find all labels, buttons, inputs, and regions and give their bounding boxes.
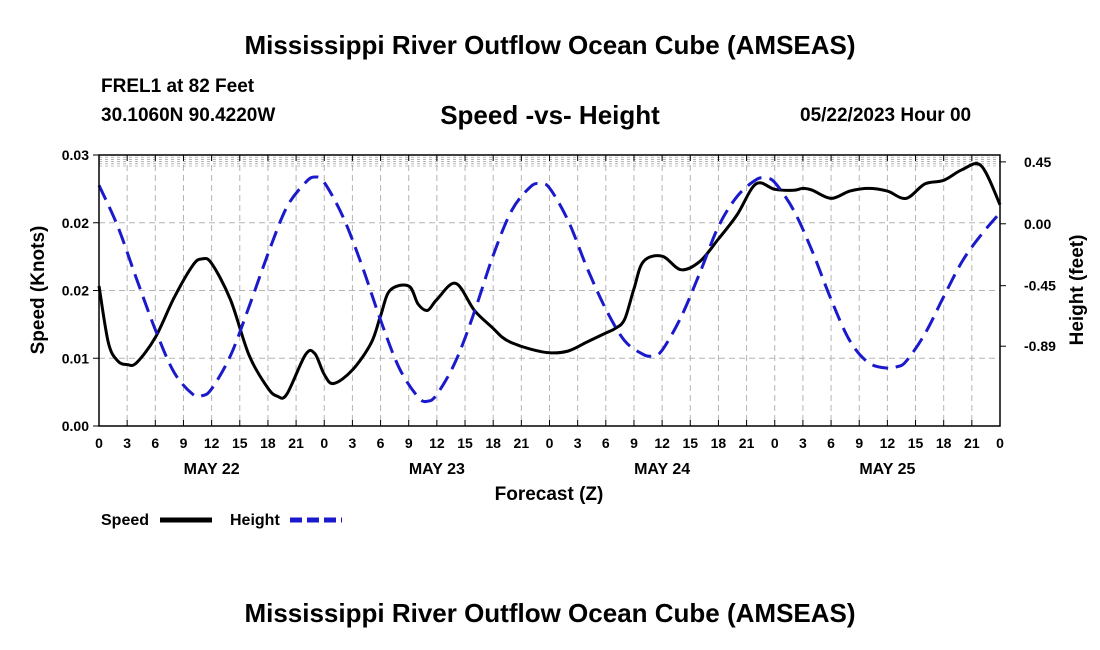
y-tick-label: 0.02 bbox=[62, 215, 89, 231]
x-tick-label: 6 bbox=[151, 435, 159, 451]
day-label: MAY 23 bbox=[409, 461, 465, 478]
x-tick-label: 21 bbox=[288, 435, 304, 451]
x-tick-label: 3 bbox=[123, 435, 131, 451]
y-tick-label: 0.01 bbox=[62, 350, 89, 366]
height-series-line bbox=[97, 175, 1002, 404]
y2-tick-label: -0.45 bbox=[1024, 278, 1056, 294]
x-tick-label: 21 bbox=[514, 435, 530, 451]
day-label: MAY 22 bbox=[184, 461, 240, 478]
x-tick-label: 18 bbox=[260, 435, 276, 451]
x-tick-label: 9 bbox=[405, 435, 413, 451]
x-tick-label: 18 bbox=[711, 435, 727, 451]
x-tick-label: 21 bbox=[964, 435, 980, 451]
x-tick-label: 18 bbox=[485, 435, 501, 451]
x-tick-label: 15 bbox=[682, 435, 698, 451]
x-tick-label: 12 bbox=[429, 435, 445, 451]
x-tick-label: 0 bbox=[95, 435, 103, 451]
legend-speed-label: Speed bbox=[101, 512, 149, 529]
x-tick-label: 15 bbox=[232, 435, 248, 451]
x-tick-label: 6 bbox=[602, 435, 610, 451]
footer-title: Mississippi River Outflow Ocean Cube (AM… bbox=[244, 598, 856, 628]
x-tick-label: 12 bbox=[204, 435, 220, 451]
y2-tick-label: -0.89 bbox=[1024, 338, 1056, 354]
y-tick-label: 0.00 bbox=[62, 418, 89, 434]
x-tick-label: 12 bbox=[654, 435, 670, 451]
station-name: FREL1 at 82 Feet bbox=[101, 76, 255, 97]
x-tick-label: 3 bbox=[799, 435, 807, 451]
x-tick-label: 0 bbox=[771, 435, 779, 451]
day-label: MAY 25 bbox=[859, 461, 915, 478]
legend: Speed Height bbox=[101, 512, 342, 529]
chart-subtitle: Speed -vs- Height bbox=[440, 100, 660, 130]
x-tick-label: 6 bbox=[377, 435, 385, 451]
y-axis-label: Speed (Knots) bbox=[28, 226, 49, 355]
y-tick-label: 0.03 bbox=[62, 147, 89, 163]
station-coords: 30.1060N 90.4220W bbox=[101, 105, 276, 126]
x-tick-label: 0 bbox=[546, 435, 554, 451]
forecast-date: 05/22/2023 Hour 00 bbox=[800, 105, 972, 126]
y2-axis-label: Height (feet) bbox=[1067, 235, 1088, 346]
speed-series-line bbox=[97, 162, 1002, 400]
x-tick-label: 9 bbox=[855, 435, 863, 451]
x-tick-label: 21 bbox=[739, 435, 755, 451]
main-title: Mississippi River Outflow Ocean Cube (AM… bbox=[244, 30, 856, 60]
x-tick-label: 0 bbox=[320, 435, 328, 451]
x-tick-label: 6 bbox=[827, 435, 835, 451]
x-tick-label: 9 bbox=[180, 435, 188, 451]
x-tick-label: 18 bbox=[936, 435, 952, 451]
axis-layer: 0 3 6 9 12 15 18 21 0 3 6 9 12 15 18 21 0 3 6 9 12 15 18 21 0 3 6 9… bbox=[62, 147, 1056, 478]
x-tick-label: 0 bbox=[996, 435, 1004, 451]
x-tick-label: 15 bbox=[908, 435, 924, 451]
y-tick-label: 0.02 bbox=[62, 283, 89, 299]
day-label: MAY 24 bbox=[634, 461, 690, 478]
x-axis-label: Forecast (Z) bbox=[495, 484, 604, 505]
grid-layer bbox=[98, 154, 1001, 427]
x-tick-label: 12 bbox=[880, 435, 896, 451]
y2-tick-label: 0.00 bbox=[1024, 216, 1051, 232]
legend-height-label: Height bbox=[230, 512, 280, 529]
x-tick-label: 9 bbox=[630, 435, 638, 451]
series-layer bbox=[97, 162, 1002, 404]
y2-tick-label: 0.45 bbox=[1024, 154, 1051, 170]
speed-height-chart: 0 3 6 9 12 15 18 21 0 3 6 9 12 15 18 21 0 3 6 9 12 15 18 21 0 3 6 9… bbox=[28, 147, 1088, 529]
x-tick-label: 15 bbox=[457, 435, 473, 451]
x-tick-label: 3 bbox=[349, 435, 357, 451]
x-tick-label: 3 bbox=[574, 435, 582, 451]
